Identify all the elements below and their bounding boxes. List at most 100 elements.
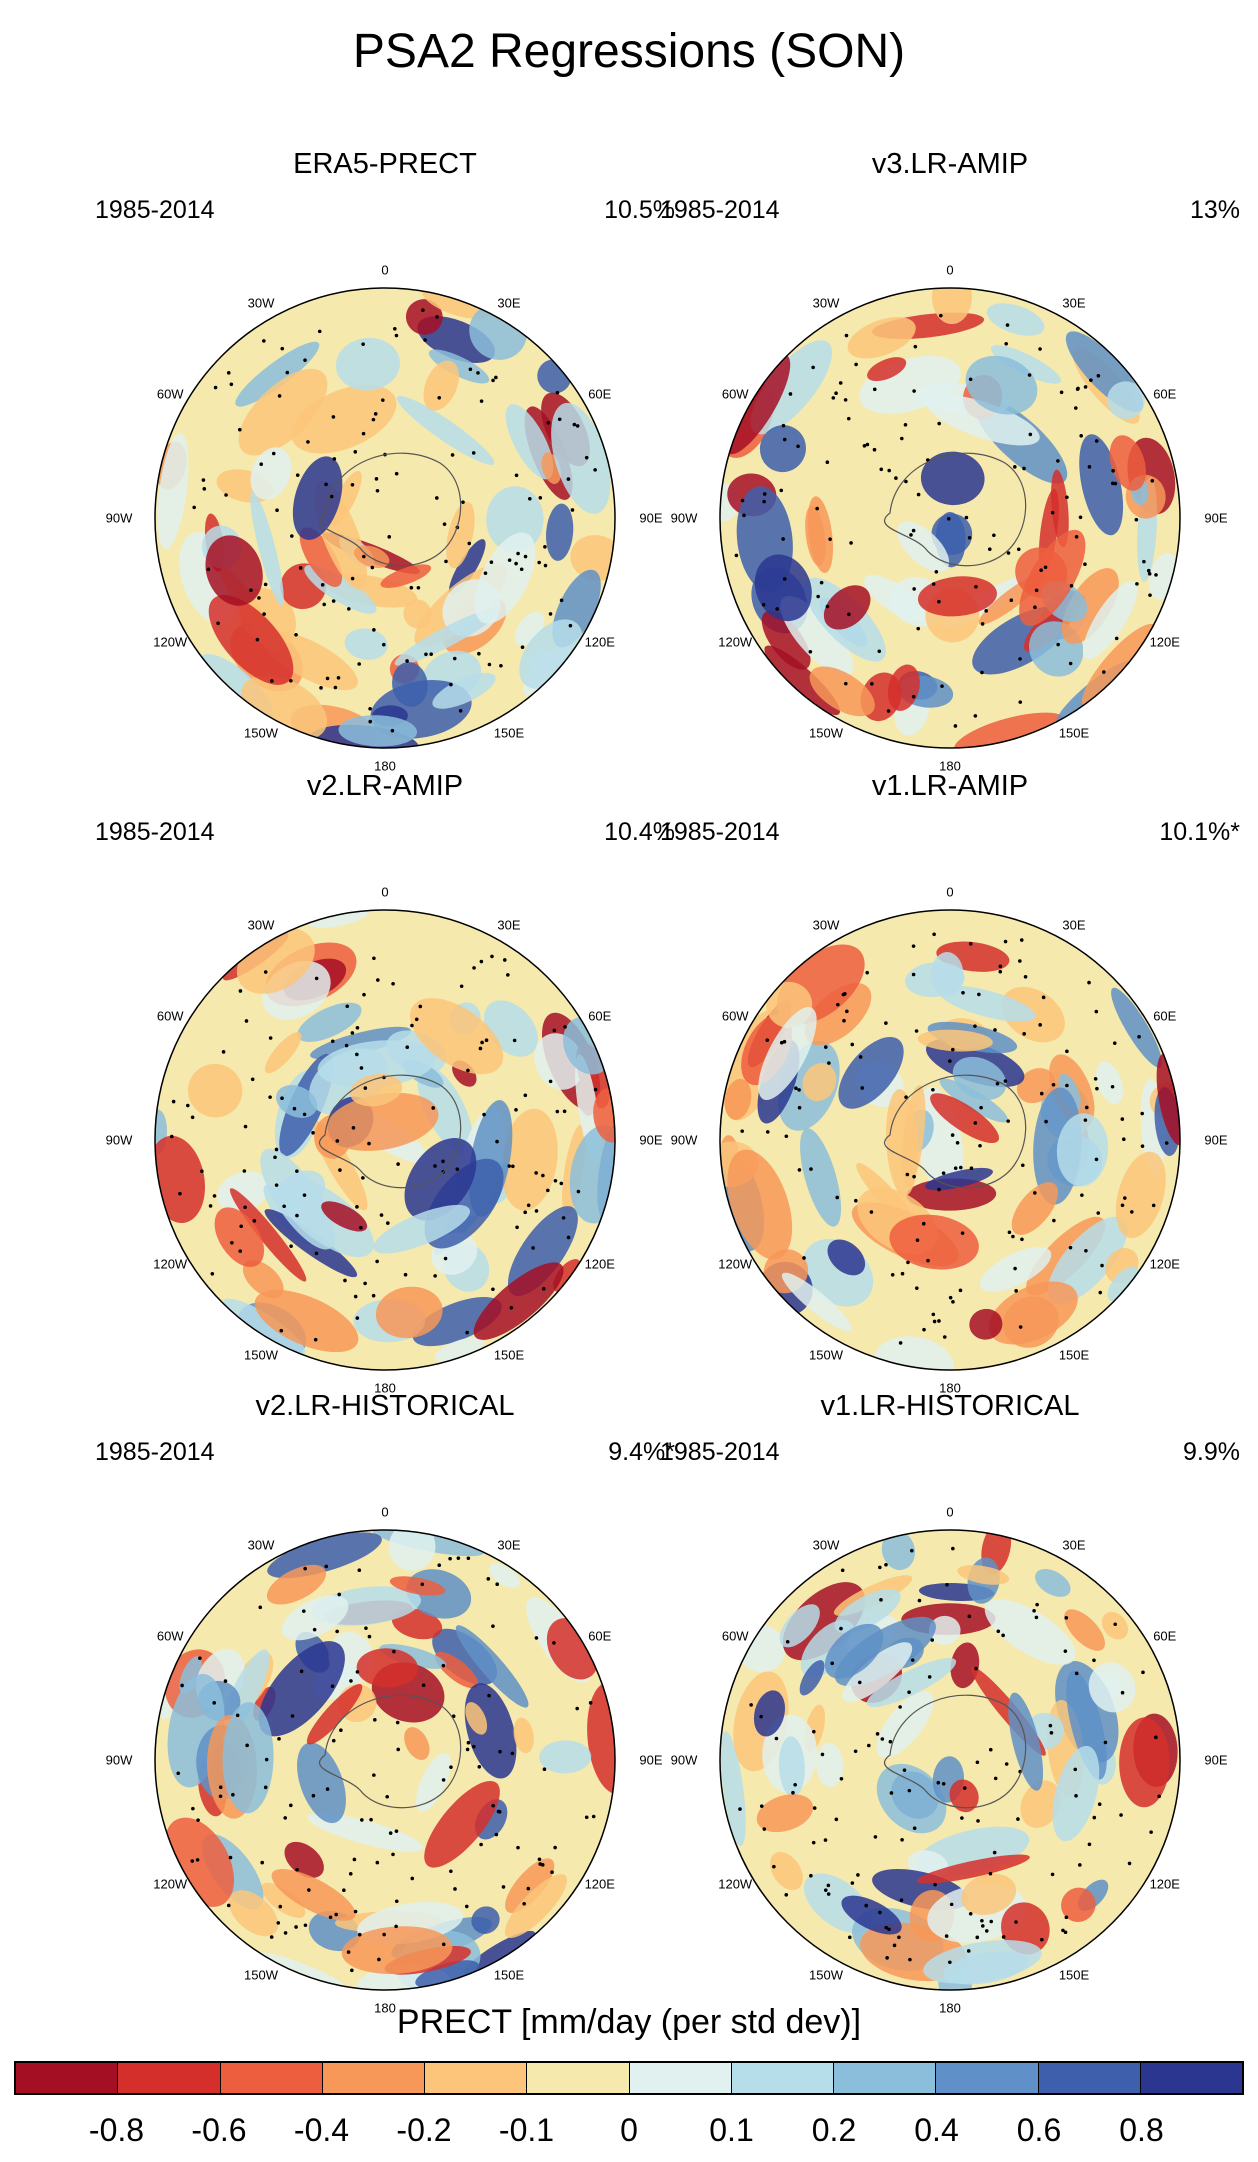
significance-dot — [1103, 1740, 1108, 1745]
significance-dot — [950, 1133, 955, 1137]
significance-dot — [966, 1949, 971, 1953]
significance-dot — [520, 645, 525, 650]
significance-dot — [377, 1957, 381, 1962]
significance-dot — [441, 1663, 446, 1668]
significance-dot — [996, 1629, 1001, 1634]
significance-dot — [387, 535, 392, 539]
significance-dot — [1040, 1937, 1044, 1942]
significance-dot — [353, 1909, 358, 1914]
anomaly-region — [284, 1841, 324, 1878]
significance-dot — [931, 1312, 936, 1317]
significance-dot — [437, 1563, 442, 1568]
significance-dot — [489, 560, 494, 565]
significance-dot — [1078, 1863, 1082, 1867]
significance-dot — [208, 1204, 213, 1208]
significance-dot — [346, 1950, 351, 1954]
significance-dot — [335, 1629, 339, 1634]
significance-dot — [911, 694, 916, 699]
significance-dot — [388, 1831, 393, 1835]
colorbar-segment — [220, 2063, 323, 2093]
significance-dot — [797, 1168, 802, 1172]
significance-dot — [223, 1679, 228, 1683]
colorbar-tick-label: -0.6 — [191, 2112, 247, 2148]
significance-dot — [511, 1164, 515, 1169]
significance-dot — [910, 1658, 915, 1662]
significance-dot — [910, 1548, 914, 1553]
significance-dot — [1092, 1815, 1097, 1820]
significance-dot — [176, 1771, 181, 1776]
anomaly-region — [917, 1029, 993, 1052]
significance-dot — [320, 583, 325, 587]
significance-dot — [1096, 373, 1101, 378]
significance-dot — [880, 1737, 885, 1741]
significance-dot — [794, 1086, 798, 1091]
significance-dot — [961, 990, 965, 995]
longitude-label: 90W — [670, 1132, 698, 1148]
anomaly-region — [1064, 1609, 1105, 1651]
significance-dot — [738, 1807, 742, 1811]
significance-dot — [1018, 1325, 1023, 1329]
anomaly-region — [841, 1895, 902, 1935]
significance-dot — [974, 584, 978, 589]
significance-dot — [491, 1287, 495, 1292]
significance-dot — [844, 333, 849, 338]
longitude-label: 120W — [153, 1876, 188, 1892]
significance-dot — [762, 499, 766, 504]
panel-years: 1985-2014 — [95, 818, 215, 846]
longitude-label: 30W — [247, 295, 275, 311]
significance-dot — [1048, 1723, 1053, 1728]
significance-dot — [862, 444, 867, 448]
significance-dot — [781, 423, 786, 428]
significance-dot — [1151, 1203, 1156, 1208]
significance-dot — [947, 516, 951, 521]
significance-dot — [796, 444, 800, 449]
significance-dot — [980, 1918, 984, 1923]
significance-dot — [1065, 1083, 1069, 1088]
significance-dot — [1033, 1191, 1037, 1195]
significance-dot — [319, 686, 323, 690]
significance-dot — [414, 1017, 419, 1022]
significance-dot — [1034, 1615, 1039, 1620]
significance-dot — [576, 1189, 581, 1194]
anomaly-region — [446, 501, 475, 569]
significance-dot — [932, 1319, 937, 1324]
significance-dot — [1033, 605, 1037, 610]
significance-dot — [1114, 636, 1119, 641]
significance-dot — [292, 1106, 297, 1111]
significance-dot — [331, 415, 336, 419]
anomaly-region — [380, 564, 432, 588]
significance-dot — [584, 455, 589, 460]
significance-dot — [877, 649, 882, 654]
significance-dot — [486, 1577, 491, 1581]
significance-dot — [192, 505, 196, 510]
anomaly-region — [926, 394, 1040, 446]
longitude-label: 0 — [381, 1504, 389, 1520]
significance-dot — [367, 1634, 372, 1639]
significance-dot — [180, 1683, 184, 1688]
significance-dot — [993, 1776, 998, 1781]
significance-dot — [849, 541, 853, 545]
anomaly-region — [753, 1690, 786, 1737]
significance-dot — [210, 1271, 215, 1276]
significance-dot — [902, 1768, 907, 1772]
significance-dot — [250, 1077, 255, 1082]
longitude-label: 90W — [105, 1752, 133, 1768]
significance-dot — [865, 442, 870, 447]
longitude-label: 90E — [1204, 1752, 1228, 1768]
anomaly-region — [551, 402, 611, 514]
significance-dot — [1032, 1608, 1036, 1613]
significance-dot — [335, 1139, 340, 1143]
significance-dot — [984, 1929, 989, 1933]
longitude-label: 120W — [718, 634, 753, 650]
significance-dot — [206, 567, 211, 572]
significance-dot — [509, 1305, 514, 1310]
significance-dot — [1011, 1234, 1015, 1239]
significance-dot — [823, 1838, 828, 1842]
anomaly-region — [965, 355, 1038, 415]
significance-dot — [344, 1043, 349, 1048]
significance-dot — [450, 453, 455, 457]
significance-dot — [977, 992, 981, 997]
significance-dot — [782, 577, 787, 581]
significance-dot — [900, 1271, 905, 1276]
significance-dot — [1074, 1794, 1078, 1798]
